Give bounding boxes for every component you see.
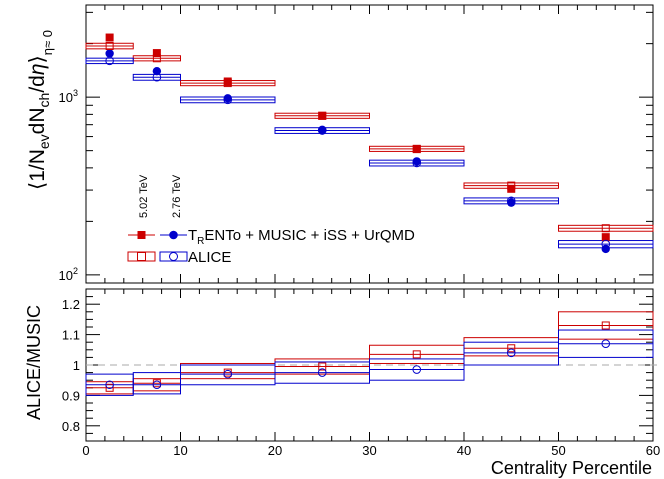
legend-data-label: ALICE — [188, 249, 231, 266]
data-point-circle-open — [105, 56, 114, 66]
data-point-circle-open — [412, 365, 422, 374]
data-point-square-filled — [105, 33, 114, 42]
x-tick-label: 30 — [362, 443, 376, 458]
x-tick-label: 40 — [457, 443, 471, 458]
data-point-square-filled — [318, 111, 327, 120]
data-point-circle-open — [105, 380, 114, 390]
legend-model-label: TRENTo + MUSIC + iSS + UrQMD — [188, 227, 415, 247]
data-point-square-filled — [412, 145, 421, 154]
data-point-square-open — [507, 344, 516, 353]
data-point-circle-filled — [105, 49, 114, 58]
bottom-y-tick-label: 0.8 — [62, 419, 80, 434]
data-point-circle-open — [223, 369, 233, 379]
data-point-circle-open — [601, 239, 611, 249]
data-point-circle-open — [412, 158, 422, 168]
data-point-circle-filled — [601, 244, 610, 254]
bottom-y-tick-label: 1.1 — [62, 328, 80, 343]
legend-data-red-box — [127, 251, 156, 262]
data-point-square-open — [105, 42, 114, 51]
data-point-circle-open — [152, 380, 162, 390]
data-point-circle-filled — [507, 198, 516, 207]
ticks-layer: 0 10 20 30 40 50 60 102 103 0.8 0.9 1 1.1 1.2 — [59, 5, 662, 458]
legend-model-red-square — [137, 231, 146, 239]
legend-model-blue-circle — [169, 230, 178, 240]
data-point-circle-open — [506, 196, 516, 206]
bottom-systematic-box — [180, 364, 276, 386]
data-point-circle-open — [506, 348, 516, 358]
data-point-square-filled — [601, 233, 610, 242]
legend-data-red-square — [137, 252, 146, 261]
x-tick-label: 10 — [173, 443, 187, 458]
data-point-square-open — [601, 321, 610, 330]
data-point-square-open — [412, 144, 421, 153]
legend-energy-502: 5.02 TeV — [138, 174, 150, 218]
data-point-square-open — [318, 362, 327, 371]
bottom-y-axis-label: ALICE/MUSIC — [24, 305, 44, 420]
bottom-y-tick-label: 1.2 — [62, 297, 80, 312]
x-tick-label: 60 — [646, 443, 660, 458]
legend-data-blue-box — [159, 251, 188, 262]
data-point-square-open — [601, 224, 610, 233]
legend-energy-276: 2.76 TeV — [171, 174, 183, 218]
data-point-square-filled — [152, 49, 161, 58]
x-tick-label: 50 — [551, 443, 565, 458]
data-point-square-open — [105, 383, 114, 392]
legend: 5.02 TeV 2.76 TeV TRENTo + MUSIC + iSS +… — [127, 174, 415, 266]
systematic-boxes-layer — [85, 42, 654, 396]
data-point-square-open — [223, 79, 232, 88]
x-tick-label: 0 — [82, 443, 89, 458]
bottom-y-tick-label: 0.9 — [62, 388, 80, 403]
data-point-circle-open — [317, 368, 327, 377]
data-point-circle-open — [223, 95, 233, 105]
top-y-tick-label: 102 — [59, 266, 78, 283]
data-point-square-open — [507, 181, 516, 190]
top-y-axis-label: ⟨1/NevdNch/dη⟩η≈ 0 — [26, 30, 55, 190]
legend-data-blue-circle — [169, 252, 178, 261]
x-tick-label: 20 — [268, 443, 282, 458]
bottom-systematic-box — [463, 341, 559, 366]
data-point-square-open — [152, 54, 161, 63]
top-y-tick-label: 103 — [59, 88, 78, 105]
bottom-y-tick-label: 1 — [73, 358, 80, 373]
x-axis-label: Centrality Percentile — [491, 458, 652, 478]
data-point-circle-open — [317, 126, 327, 135]
data-point-circle-open — [152, 72, 162, 82]
data-point-square-open — [318, 111, 327, 120]
data-point-square-filled — [223, 77, 232, 86]
data-point-circle-filled — [152, 66, 162, 76]
data-point-square-open — [412, 350, 421, 359]
markers-layer — [105, 33, 611, 392]
data-point-circle-open — [601, 339, 611, 349]
